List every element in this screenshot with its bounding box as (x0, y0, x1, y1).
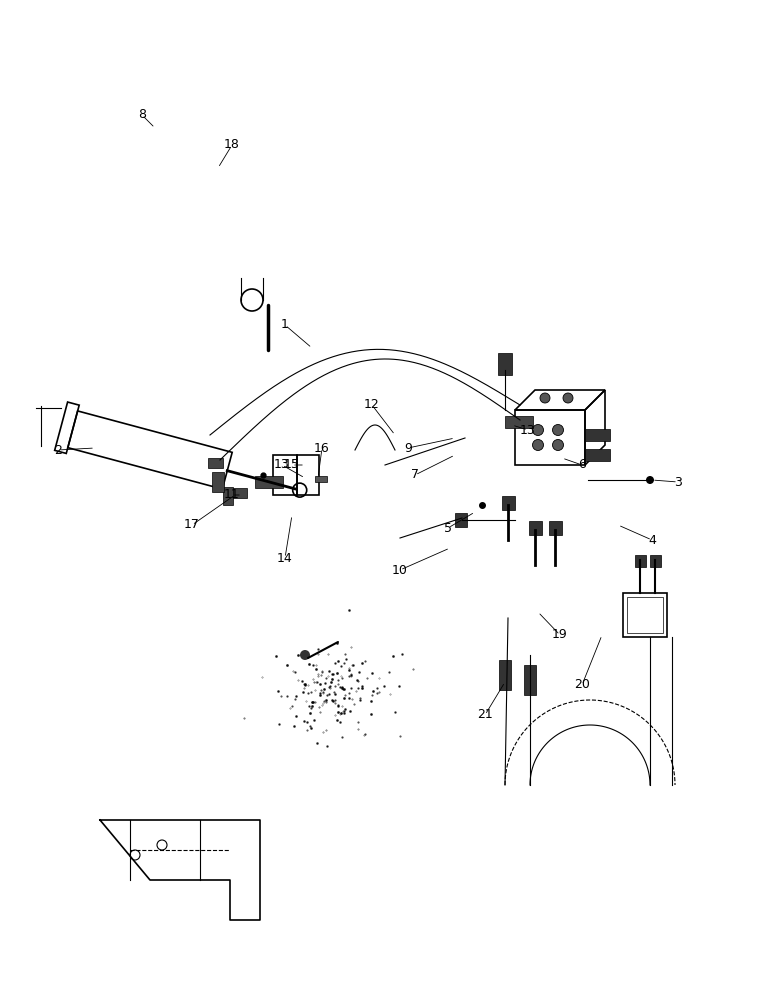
Text: 12: 12 (364, 398, 380, 412)
Text: 1: 1 (281, 318, 289, 332)
Circle shape (563, 393, 573, 403)
Bar (498, 353, 512, 375)
Text: 5: 5 (444, 522, 452, 534)
Text: 16: 16 (314, 442, 330, 454)
Bar (315, 476, 327, 482)
Bar (223, 487, 233, 505)
Bar (585, 449, 610, 461)
Text: 3: 3 (674, 476, 682, 488)
Text: 14: 14 (277, 552, 293, 564)
Bar (273, 455, 297, 495)
Bar (548, 521, 561, 535)
Bar (524, 665, 536, 695)
Circle shape (533, 440, 543, 450)
Text: 11: 11 (224, 488, 240, 502)
Circle shape (130, 850, 140, 860)
Text: 20: 20 (574, 678, 590, 692)
Bar (455, 513, 467, 527)
Circle shape (646, 476, 654, 484)
Bar (585, 429, 610, 441)
Bar (635, 555, 645, 567)
Bar (55, 402, 80, 453)
Text: 9: 9 (404, 442, 412, 454)
Circle shape (540, 393, 550, 403)
Text: 18: 18 (224, 138, 240, 151)
Circle shape (553, 440, 564, 450)
Bar (505, 416, 533, 428)
Circle shape (553, 424, 564, 436)
Circle shape (300, 650, 310, 660)
Text: 2: 2 (54, 444, 62, 456)
Bar (68, 411, 232, 489)
Text: 4: 4 (648, 534, 656, 546)
Bar (649, 555, 661, 567)
Text: 21: 21 (477, 708, 493, 722)
Bar (255, 477, 283, 488)
Text: 8: 8 (138, 108, 146, 121)
Bar (502, 496, 514, 510)
Bar (499, 660, 511, 690)
Text: 17: 17 (184, 518, 200, 532)
Text: 7: 7 (411, 468, 419, 482)
Text: 10: 10 (392, 564, 408, 576)
Circle shape (157, 840, 167, 850)
Bar (212, 472, 224, 492)
Text: 13: 13 (274, 458, 290, 472)
Bar (627, 597, 663, 633)
Bar (529, 521, 541, 535)
Text: 19: 19 (552, 629, 568, 642)
Text: 13: 13 (520, 424, 536, 436)
Bar (208, 458, 223, 468)
Text: 6: 6 (578, 458, 586, 472)
Bar (623, 593, 667, 637)
Text: 15: 15 (284, 458, 300, 472)
Bar (225, 488, 247, 498)
Bar (297, 455, 319, 495)
Circle shape (533, 424, 543, 436)
